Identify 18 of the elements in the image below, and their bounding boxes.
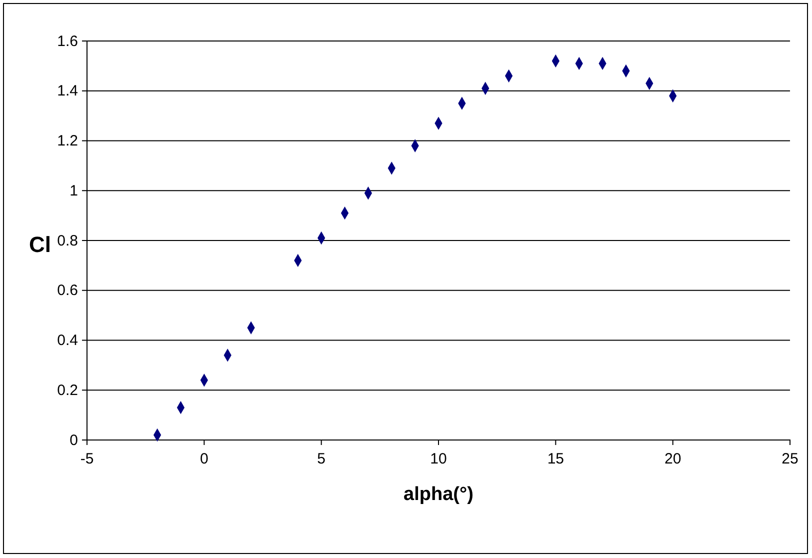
- x-tick-label: 20: [664, 450, 682, 468]
- y-tick-label: 1.6: [57, 32, 78, 50]
- y-tick-label: 1: [70, 182, 78, 200]
- y-tick-label: 0.8: [57, 232, 78, 250]
- y-axis-title: Cl: [29, 232, 51, 257]
- x-tick-label: 10: [430, 450, 447, 468]
- y-tick-label: 1.4: [57, 82, 78, 100]
- y-tick-label: 0: [70, 432, 78, 449]
- x-tick-label: 15: [547, 450, 564, 468]
- x-tick-label: 5: [317, 450, 326, 468]
- y-tick-label: 0.4: [57, 332, 78, 350]
- y-tick-label: 0.6: [57, 282, 78, 300]
- y-tick-label: 0.2: [57, 382, 78, 399]
- x-tick-label: -5: [80, 450, 94, 468]
- x-tick-label: 25: [782, 450, 798, 468]
- x-tick-label: 0: [200, 450, 208, 468]
- x-axis-title: alpha(°): [404, 484, 474, 505]
- y-tick-label: 1.2: [57, 132, 78, 150]
